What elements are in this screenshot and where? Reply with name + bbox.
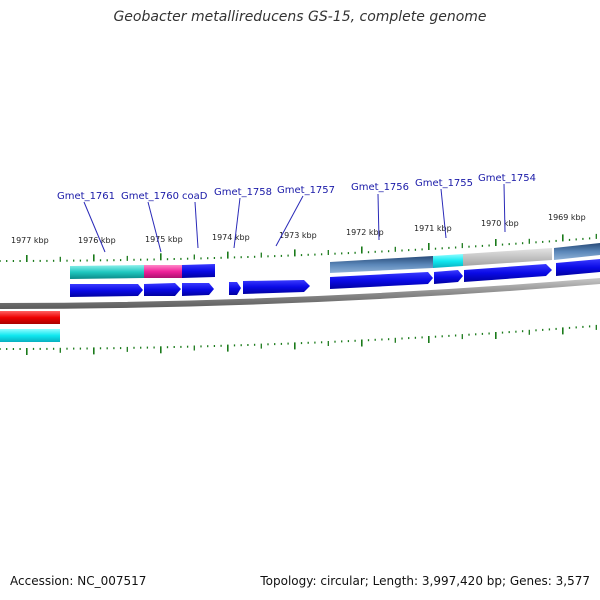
inner-tick-ring [0, 324, 597, 355]
feature-band-red[interactable] [0, 311, 60, 324]
outer-tick-ring [0, 233, 597, 262]
kbp-labels: 1977 kbp 1976 kbp 1975 kbp 1974 kbp 1973… [11, 213, 586, 245]
feature-band-blue[interactable] [182, 264, 215, 278]
feature-band-gray[interactable] [463, 248, 552, 266]
kbp-label: 1974 kbp [212, 233, 250, 242]
accession-text: Accession: NC_007517 [10, 574, 147, 588]
gene-arrow-gmet-1755[interactable] [434, 270, 463, 284]
label-leader-line [83, 201, 106, 253]
feature-band-teal[interactable] [70, 265, 144, 279]
gene-label-gmet-1760[interactable]: Gmet_1760 [121, 191, 179, 202]
gene-label-gmet-1761[interactable]: Gmet_1761 [57, 191, 115, 202]
gene-arrow-coad[interactable] [182, 283, 214, 296]
kbp-label: 1972 kbp [346, 228, 384, 237]
gene-label-gmet-1756[interactable]: Gmet_1756 [351, 182, 409, 193]
label-leader-line [440, 188, 447, 239]
kbp-label: 1975 kbp [145, 235, 183, 244]
gene-labels: Gmet_1761 Gmet_1760 coaD Gmet_1758 Gmet_… [57, 173, 536, 253]
kbp-label: 1976 kbp [78, 236, 116, 245]
kbp-label: 1973 kbp [279, 231, 317, 240]
feature-band-cyan[interactable] [433, 254, 463, 268]
feature-band-steel-right[interactable] [554, 243, 600, 260]
genome-backbone [0, 278, 600, 309]
gene-label-coad[interactable]: coaD [182, 191, 208, 202]
gene-label-gmet-1757[interactable]: Gmet_1757 [277, 185, 335, 196]
gene-arrow-gmet-1757[interactable] [243, 280, 310, 294]
label-leader-line [377, 193, 380, 241]
gene-arrow-gmet-1756[interactable] [330, 272, 433, 289]
kbp-label: 1969 kbp [548, 213, 586, 222]
gene-arrow-right[interactable] [556, 259, 600, 276]
label-leader-line [194, 201, 199, 249]
left-feature-track [0, 311, 60, 342]
gene-label-gmet-1755[interactable]: Gmet_1755 [415, 178, 473, 189]
gene-track [70, 259, 600, 297]
label-leader-line [233, 197, 241, 249]
genome-title: Geobacter metallireducens GS-15, complet… [113, 9, 487, 25]
kbp-label: 1970 kbp [481, 219, 519, 228]
gene-arrow-gmet-1761[interactable] [70, 284, 143, 297]
kbp-label: 1977 kbp [11, 236, 49, 245]
gene-label-gmet-1754[interactable]: Gmet_1754 [478, 173, 536, 184]
gene-arrow-gmet-1758[interactable] [229, 282, 241, 295]
genome-stats-text: Topology: circular; Length: 3,997,420 bp… [260, 574, 590, 588]
label-leader-line [147, 201, 162, 253]
feature-band-steel[interactable] [330, 256, 433, 273]
feature-band-pink[interactable] [144, 265, 182, 278]
gene-arrow-gmet-1760[interactable] [144, 283, 181, 296]
feature-track [70, 243, 600, 279]
gene-arrow-gmet-1754[interactable] [464, 264, 552, 282]
kbp-label: 1971 kbp [414, 224, 452, 233]
gene-label-gmet-1758[interactable]: Gmet_1758 [214, 187, 272, 198]
feature-band-cyan-left[interactable] [0, 329, 60, 342]
label-leader-line [503, 183, 506, 233]
label-leader-line [275, 195, 304, 247]
